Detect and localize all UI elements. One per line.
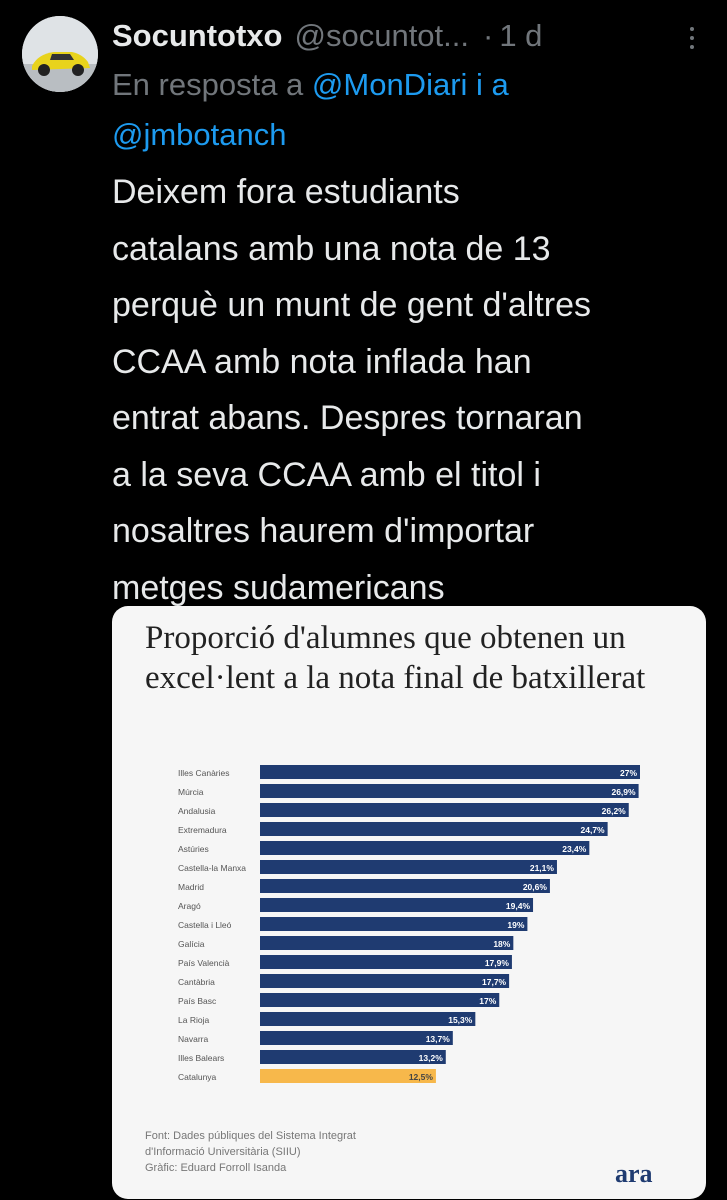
- category-label: Castella i Lleó: [178, 920, 232, 930]
- value-label: 26,2%: [602, 806, 627, 816]
- category-label: Cantàbria: [178, 977, 215, 987]
- value-label: 13,2%: [419, 1053, 444, 1063]
- value-label: 12,5%: [409, 1072, 434, 1082]
- category-label: Madrid: [178, 882, 204, 892]
- mention-jmbotanch[interactable]: @jmbotanch: [112, 117, 287, 152]
- category-label: Múrcia: [178, 787, 204, 797]
- bar: [260, 974, 510, 988]
- category-label: Extremadura: [178, 825, 227, 835]
- category-label: País Valencià: [178, 958, 230, 968]
- category-label: Illes Balears: [178, 1053, 224, 1063]
- category-label: Castella-la Manxa: [178, 863, 246, 873]
- value-label: 24,7%: [581, 825, 606, 835]
- bar: [260, 765, 640, 779]
- car-avatar-image: [22, 16, 98, 92]
- author-handle[interactable]: @socuntot...: [294, 18, 470, 53]
- tweet-text: Deixem fora estudiants catalans amb una …: [112, 173, 592, 607]
- bar: [260, 1069, 436, 1083]
- bar: [260, 803, 629, 817]
- reply-context: En resposta a @MonDiari i a @jmbotanch: [112, 60, 702, 160]
- value-label: 17,9%: [485, 958, 510, 968]
- chart-source: Font: Dades públiques del Sistema Integr…: [145, 1128, 465, 1176]
- category-label: Navarra: [178, 1034, 209, 1044]
- value-label: 17,7%: [482, 977, 507, 987]
- bar: [260, 1012, 476, 1026]
- value-label: 19,4%: [506, 901, 531, 911]
- category-label: Illes Canàries: [178, 768, 230, 778]
- category-label: País Basc: [178, 996, 217, 1006]
- value-label: 19%: [507, 920, 524, 930]
- bar: [260, 822, 608, 836]
- bar: [260, 955, 512, 969]
- value-label: 27%: [620, 768, 637, 778]
- value-label: 17%: [479, 996, 496, 1006]
- category-label: Astúries: [178, 844, 209, 854]
- bar: [260, 898, 534, 912]
- value-label: 18%: [493, 939, 510, 949]
- ara-logo: ara: [615, 1159, 653, 1188]
- source-line-3: Gràfic: Eduard Forroll Isanda: [145, 1162, 287, 1174]
- value-label: 13,7%: [426, 1034, 451, 1044]
- bar: [260, 841, 590, 855]
- category-label: Galícia: [178, 939, 205, 949]
- category-label: La Rioja: [178, 1015, 209, 1025]
- bar: [260, 879, 550, 893]
- tweet-header: Socuntotxo @socuntot... · 1 d: [112, 14, 712, 58]
- bar-chart: Illes Canàries 27% Múrcia 26,9% Andalusia 26,…: [178, 765, 640, 1083]
- time-separator: ·: [483, 18, 494, 53]
- bar: [260, 784, 639, 798]
- value-label: 21,1%: [530, 863, 555, 873]
- bar: [260, 860, 557, 874]
- bar: [260, 936, 514, 950]
- author-name[interactable]: Socuntotxo: [112, 18, 283, 53]
- bar: [260, 1031, 453, 1045]
- bar: [260, 917, 528, 931]
- category-label: Andalusia: [178, 806, 216, 816]
- value-label: 20,6%: [523, 882, 548, 892]
- avatar[interactable]: [22, 16, 98, 92]
- source-line-1: Font: Dades públiques del Sistema Integr…: [145, 1130, 356, 1142]
- reply-connector: i a: [467, 67, 509, 102]
- media-card[interactable]: Proporció d'alumnes que obtenen un excel…: [112, 606, 706, 1199]
- category-label: Aragó: [178, 901, 201, 911]
- category-label: Catalunya: [178, 1072, 217, 1082]
- value-label: 15,3%: [448, 1015, 473, 1025]
- source-line-2: d'Informació Universitària (SIIU): [145, 1146, 301, 1158]
- more-options-icon[interactable]: [682, 18, 702, 58]
- bar: [260, 993, 500, 1007]
- bar: [260, 1050, 446, 1064]
- reply-prefix: En resposta a: [112, 67, 312, 102]
- mention-mondiari[interactable]: @MonDiari: [311, 67, 468, 102]
- value-label: 26,9%: [611, 787, 636, 797]
- timestamp[interactable]: 1 d: [499, 18, 543, 53]
- value-label: 23,4%: [562, 844, 587, 854]
- chart-title: Proporció d'alumnes que obtenen un excel…: [145, 620, 646, 696]
